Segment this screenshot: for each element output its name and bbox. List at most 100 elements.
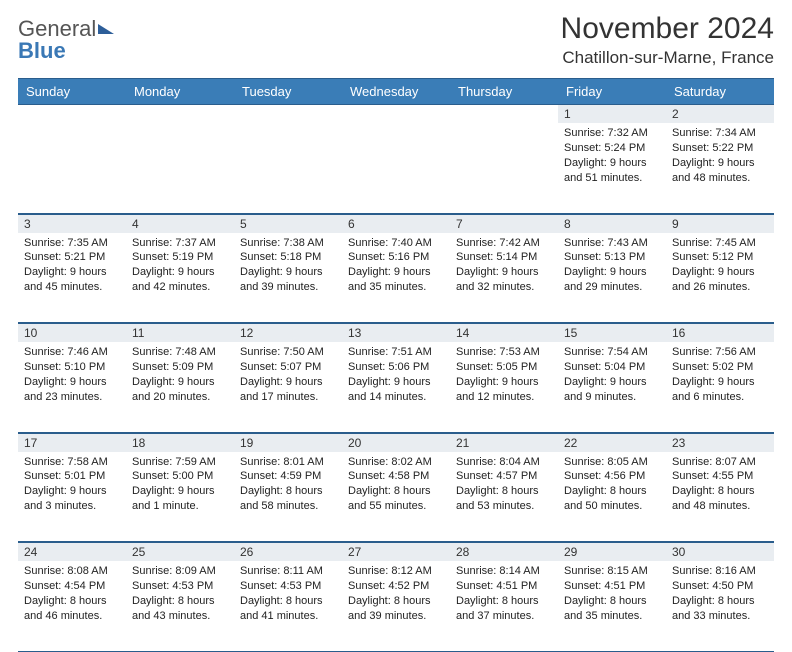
week-daynum-row: 24252627282930 [18, 542, 774, 562]
day-cell-body: Sunrise: 8:02 AMSunset: 4:58 PMDaylight:… [342, 452, 450, 518]
day-number: 28 [450, 542, 558, 561]
sunrise-line: Sunrise: 7:50 AM [240, 345, 336, 360]
day-number: 3 [18, 214, 126, 233]
day-cell-body: Sunrise: 7:32 AMSunset: 5:24 PMDaylight:… [558, 123, 666, 189]
day-cell-body: Sunrise: 8:01 AMSunset: 4:59 PMDaylight:… [234, 452, 342, 518]
daylight-line: Daylight: 9 hours and 42 minutes. [132, 265, 228, 295]
sunrise-line: Sunrise: 8:05 AM [564, 455, 660, 470]
week-body-row: Sunrise: 8:08 AMSunset: 4:54 PM Daylight:… [18, 561, 774, 651]
day-cell-body: Sunrise: 8:16 AMSunset: 4:50 PMDaylight:… [666, 561, 774, 627]
empty-cell [234, 123, 342, 213]
empty-day-number [450, 104, 558, 123]
sunset-line: Sunset: 5:02 PM [672, 360, 768, 375]
day-number: 23 [666, 433, 774, 452]
day-cell: Sunrise: 7:35 AMSunset: 5:21 PMDaylight:… [18, 233, 126, 323]
sunset-line: Sunset: 4:59 PM [240, 469, 336, 484]
day-cell-body: Sunrise: 8:11 AMSunset: 4:53 PMDaylight:… [234, 561, 342, 627]
day-cell-body: Sunrise: 7:51 AMSunset: 5:06 PMDaylight:… [342, 342, 450, 408]
day-cell: Sunrise: 7:58 AMSunset: 5:01 PMDaylight:… [18, 452, 126, 542]
day-number: 2 [666, 104, 774, 123]
sunrise-line: Sunrise: 7:58 AM [24, 455, 120, 470]
logo-text: General Blue [18, 18, 114, 62]
day-cell-body: Sunrise: 7:46 AMSunset: 5:10 PMDaylight:… [18, 342, 126, 408]
day-cell: Sunrise: 7:38 AMSunset: 5:18 PMDaylight:… [234, 233, 342, 323]
daylight-line: Daylight: 8 hours and 35 minutes. [564, 594, 660, 624]
day-number: 5 [234, 214, 342, 233]
sunrise-line: Sunrise: 7:42 AM [456, 236, 552, 251]
sunrise-line: Sunrise: 7:56 AM [672, 345, 768, 360]
day-number: 20 [342, 433, 450, 452]
sunrise-line: Sunrise: 8:08 AM [24, 564, 120, 579]
day-cell: Sunrise: 8:05 AMSunset: 4:56 PMDaylight:… [558, 452, 666, 542]
week-body-row: Sunrise: 7:35 AMSunset: 5:21 PMDaylight:… [18, 233, 774, 323]
day-cell: Sunrise: 7:53 AMSunset: 5:05 PMDaylight:… [450, 342, 558, 432]
sunrise-line: Sunrise: 8:11 AM [240, 564, 336, 579]
day-cell: Sunrise: 8:16 AMSunset: 4:50 PMDaylight:… [666, 561, 774, 651]
day-number: 13 [342, 323, 450, 342]
sunset-line: Sunset: 5:10 PM [24, 360, 120, 375]
day-cell-body: Sunrise: 7:58 AMSunset: 5:01 PMDaylight:… [18, 452, 126, 518]
empty-cell [450, 123, 558, 213]
sunset-line: Sunset: 4:53 PM [240, 579, 336, 594]
empty-cell [18, 123, 126, 213]
sunset-line: Sunset: 5:09 PM [132, 360, 228, 375]
day-cell: Sunrise: 7:50 AMSunset: 5:07 PMDaylight:… [234, 342, 342, 432]
daylight-line: Daylight: 8 hours and 58 minutes. [240, 484, 336, 514]
daylight-line: Daylight: 8 hours and 48 minutes. [672, 484, 768, 514]
sunrise-line: Sunrise: 7:48 AM [132, 345, 228, 360]
day-cell: Sunrise: 7:42 AMSunset: 5:14 PMDaylight:… [450, 233, 558, 323]
day-cell-body: Sunrise: 8:08 AMSunset: 4:54 PMDaylight:… [18, 561, 126, 627]
day-number: 12 [234, 323, 342, 342]
daylight-line: Daylight: 8 hours and 33 minutes. [672, 594, 768, 624]
day-cell-body: Sunrise: 7:54 AMSunset: 5:04 PMDaylight:… [558, 342, 666, 408]
sunset-line: Sunset: 5:12 PM [672, 250, 768, 265]
day-cell: Sunrise: 7:51 AMSunset: 5:06 PMDaylight:… [342, 342, 450, 432]
day-cell: Sunrise: 7:54 AMSunset: 5:04 PMDaylight:… [558, 342, 666, 432]
daylight-line: Daylight: 9 hours and 6 minutes. [672, 375, 768, 405]
daylight-line: Daylight: 9 hours and 14 minutes. [348, 375, 444, 405]
day-cell-body: Sunrise: 7:37 AMSunset: 5:19 PMDaylight:… [126, 233, 234, 299]
daylight-line: Daylight: 9 hours and 32 minutes. [456, 265, 552, 295]
daylight-line: Daylight: 8 hours and 50 minutes. [564, 484, 660, 514]
sunset-line: Sunset: 5:24 PM [564, 141, 660, 156]
day-number: 4 [126, 214, 234, 233]
daylight-line: Daylight: 9 hours and 23 minutes. [24, 375, 120, 405]
day-cell: Sunrise: 7:48 AMSunset: 5:09 PMDaylight:… [126, 342, 234, 432]
day-cell: Sunrise: 8:12 AMSunset: 4:52 PMDaylight:… [342, 561, 450, 651]
day-cell-body: Sunrise: 8:09 AMSunset: 4:53 PMDaylight:… [126, 561, 234, 627]
week-daynum-row: 17181920212223 [18, 432, 774, 452]
sunset-line: Sunset: 5:16 PM [348, 250, 444, 265]
day-number: 29 [558, 542, 666, 561]
sunrise-line: Sunrise: 7:32 AM [564, 126, 660, 141]
day-cell-body: Sunrise: 7:48 AMSunset: 5:09 PMDaylight:… [126, 342, 234, 408]
daylight-line: Daylight: 9 hours and 48 minutes. [672, 156, 768, 186]
sunrise-line: Sunrise: 7:34 AM [672, 126, 768, 141]
day-cell: Sunrise: 8:02 AMSunset: 4:58 PMDaylight:… [342, 452, 450, 542]
day-cell-body: Sunrise: 8:14 AMSunset: 4:51 PMDaylight:… [450, 561, 558, 627]
day-number: 7 [450, 214, 558, 233]
day-number: 25 [126, 542, 234, 561]
week-body-row: Sunrise: 7:46 AMSunset: 5:10 PMDaylight:… [18, 342, 774, 432]
daylight-line: Daylight: 8 hours and 55 minutes. [348, 484, 444, 514]
day-number: 27 [342, 542, 450, 561]
header: General Blue November 2024 Chatillon-sur… [18, 12, 774, 68]
daylight-line: Daylight: 9 hours and 35 minutes. [348, 265, 444, 295]
sunset-line: Sunset: 5:19 PM [132, 250, 228, 265]
daylight-line: Daylight: 9 hours and 45 minutes. [24, 265, 120, 295]
day-number: 6 [342, 214, 450, 233]
sunrise-line: Sunrise: 7:35 AM [24, 236, 120, 251]
sunset-line: Sunset: 5:00 PM [132, 469, 228, 484]
empty-day-number [342, 104, 450, 123]
sunrise-line: Sunrise: 8:01 AM [240, 455, 336, 470]
day-cell: Sunrise: 7:43 AMSunset: 5:13 PMDaylight:… [558, 233, 666, 323]
sunrise-line: Sunrise: 7:54 AM [564, 345, 660, 360]
daylight-line: Daylight: 8 hours and 39 minutes. [348, 594, 444, 624]
day-cell: Sunrise: 7:45 AMSunset: 5:12 PMDaylight:… [666, 233, 774, 323]
daylight-line: Daylight: 8 hours and 37 minutes. [456, 594, 552, 624]
day-cell-body: Sunrise: 7:45 AMSunset: 5:12 PMDaylight:… [666, 233, 774, 299]
sunset-line: Sunset: 4:54 PM [24, 579, 120, 594]
day-cell-body: Sunrise: 7:43 AMSunset: 5:13 PMDaylight:… [558, 233, 666, 299]
sunrise-line: Sunrise: 7:38 AM [240, 236, 336, 251]
day-cell: Sunrise: 7:59 AMSunset: 5:00 PMDaylight:… [126, 452, 234, 542]
day-cell-body: Sunrise: 7:42 AMSunset: 5:14 PMDaylight:… [450, 233, 558, 299]
